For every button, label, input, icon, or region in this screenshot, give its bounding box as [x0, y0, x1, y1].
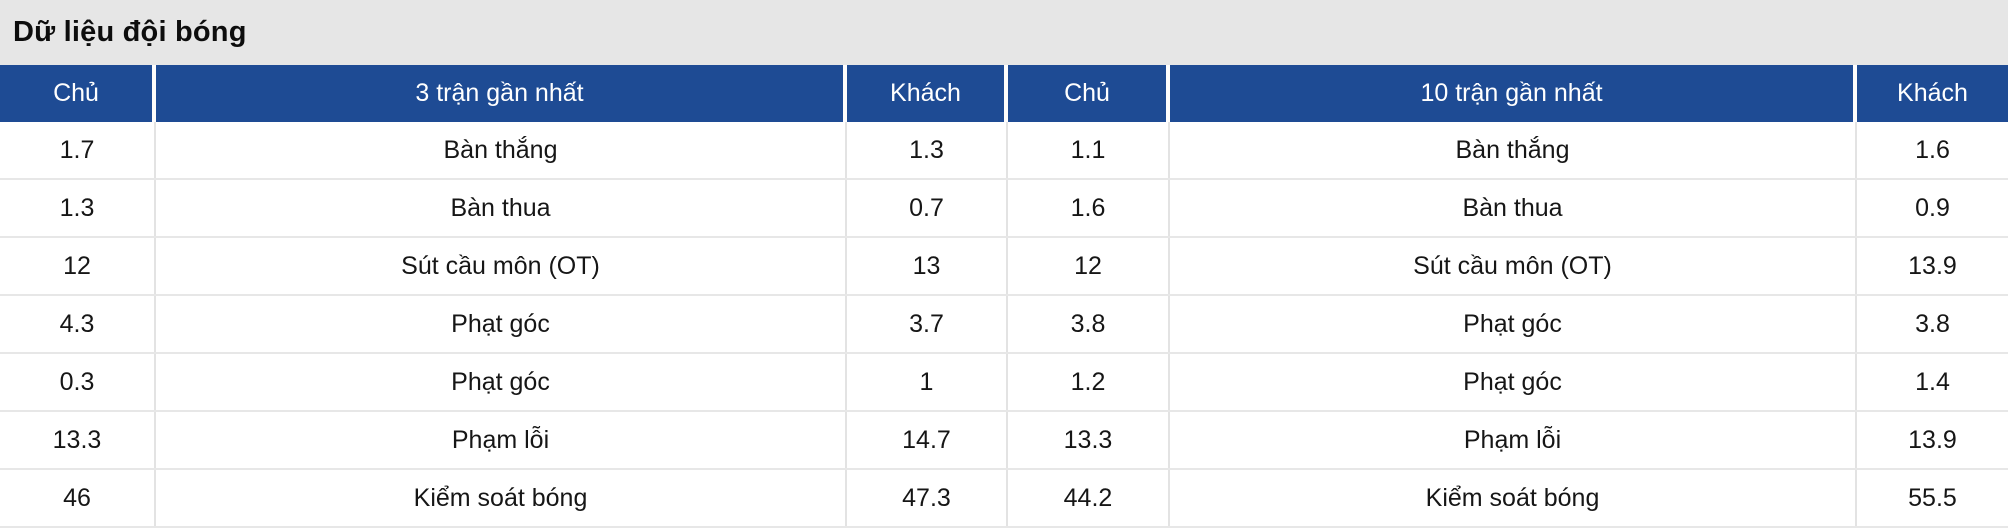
table-row: 12 Sút cầu môn (OT) 13 12 Sút cầu môn (O… — [0, 238, 2008, 296]
cell-stat-last10: Phạt góc — [1170, 354, 1857, 410]
cell-away-last10: 3.8 — [1915, 309, 1950, 338]
cell-home-last3: 1.3 — [0, 180, 156, 236]
cell-home-last3: 12 — [0, 238, 156, 294]
cell-home-last3: 46 — [0, 470, 156, 526]
cell-away-last3: 1 — [847, 354, 1008, 410]
cell-stat-last3: Phạm lỗi — [156, 412, 847, 468]
header-home-last10: Chủ — [1008, 65, 1170, 122]
cell-home-last10: 1.6 — [1008, 180, 1170, 236]
cell-home-last10: 1.1 — [1008, 122, 1170, 178]
table-header-row: Chủ 3 trận gần nhất Khách Chủ 10 trận gầ… — [0, 65, 2008, 122]
cell-stat-last10: Bàn thua — [1170, 180, 1857, 236]
cell-home-last3: 13.3 — [0, 412, 156, 468]
cell-stat-last3: Phạt góc — [156, 354, 847, 410]
table-row: 46 Kiểm soát bóng 47.3 44.2 Kiểm soát bó… — [0, 470, 2008, 528]
cell-stat-last10: Kiểm soát bóng — [1170, 470, 1857, 526]
cell-home-last3: 0.3 — [0, 354, 156, 410]
header-last3: 3 trận gần nhất — [156, 65, 847, 122]
cell-stat-last10: Phạm lỗi — [1170, 412, 1857, 468]
cell-away-last3: 1.3 — [847, 122, 1008, 178]
cell-stat-last3: Sút cầu môn (OT) — [156, 238, 847, 294]
cell-home-last10: 12 — [1008, 238, 1170, 294]
header-home-last3: Chủ — [0, 65, 156, 122]
table-row: 0.3 Phạt góc 1 1.2 Phạt góc 1.4 — [0, 354, 2008, 412]
cell-away-last3: 0.7 — [847, 180, 1008, 236]
cell-home-last3: 1.7 — [0, 122, 156, 178]
cell-home-last3: 4.3 — [0, 296, 156, 352]
cell-stat-last10: Bàn thắng — [1170, 122, 1857, 178]
cell-away-last10: 0.9 — [1915, 193, 1950, 222]
cell-away-last10: 55.5 — [1908, 483, 1957, 512]
table-row: 13.3 Phạm lỗi 14.7 13.3 Phạm lỗi 13.9 — [0, 412, 2008, 470]
cell-away-last10: 1.6 — [1915, 135, 1950, 164]
table-row: 1.3 Bàn thua 0.7 1.6 Bàn thua 0.9 — [0, 180, 2008, 238]
title-bar: Dữ liệu đội bóng — [0, 0, 2008, 65]
cell-stat-last10: Phạt góc — [1170, 296, 1857, 352]
page-title: Dữ liệu đội bóng — [13, 16, 247, 48]
cell-stat-last3: Bàn thắng — [156, 122, 847, 178]
cell-home-last10: 13.3 — [1008, 412, 1170, 468]
cell-away-last3: 14.7 — [847, 412, 1008, 468]
header-away-last10: Khách — [1857, 65, 2008, 122]
cell-stat-last3: Bàn thua — [156, 180, 847, 236]
table-row: 1.7 Bàn thắng 1.3 1.1 Bàn thắng 1.6 — [0, 122, 2008, 180]
cell-away-last3: 3.7 — [847, 296, 1008, 352]
cell-stat-last10: Sút cầu môn (OT) — [1170, 238, 1857, 294]
cell-away-last3: 47.3 — [847, 470, 1008, 526]
cell-away-last3: 13 — [847, 238, 1008, 294]
cell-stat-last3: Phạt góc — [156, 296, 847, 352]
header-last10: 10 trận gần nhất — [1170, 65, 1857, 122]
table-row: 4.3 Phạt góc 3.7 3.8 Phạt góc 3.8 — [0, 296, 2008, 354]
cell-stat-last3: Kiểm soát bóng — [156, 470, 847, 526]
cell-away-last10: 13.9 — [1908, 425, 1957, 454]
cell-home-last10: 3.8 — [1008, 296, 1170, 352]
cell-away-last10: 13.9 — [1908, 251, 1957, 280]
cell-home-last10: 44.2 — [1008, 470, 1170, 526]
cell-away-last10: 1.4 — [1915, 367, 1950, 396]
cell-home-last10: 1.2 — [1008, 354, 1170, 410]
header-away-last3: Khách — [847, 65, 1008, 122]
